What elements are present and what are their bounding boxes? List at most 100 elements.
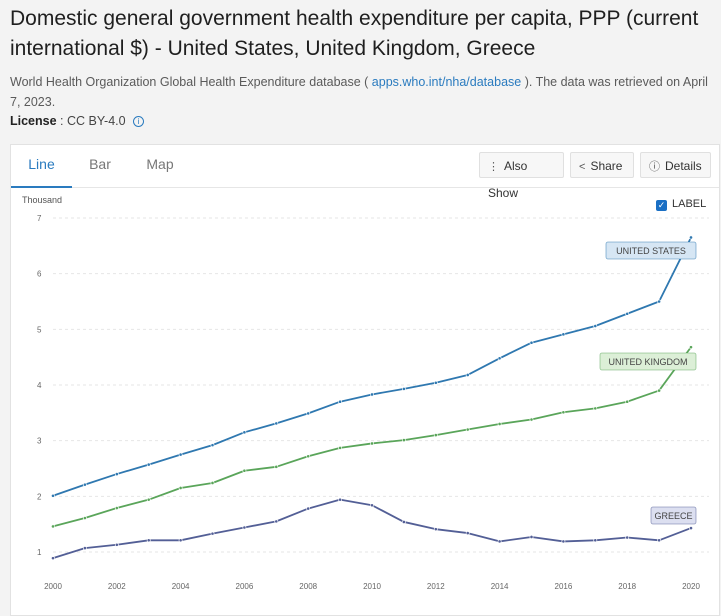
data-point	[465, 373, 470, 377]
share-icon: <	[579, 161, 586, 173]
data-point	[338, 497, 343, 502]
y-tick-label: 1	[37, 548, 42, 557]
data-point	[83, 482, 87, 487]
data-point	[689, 235, 693, 240]
series-label: UNITED STATES	[616, 246, 686, 256]
share-button[interactable]: < Share	[570, 152, 634, 178]
x-tick-label: 2000	[44, 582, 62, 591]
data-point	[210, 443, 215, 448]
data-point	[306, 454, 311, 459]
source-prefix: World Health Organization Global Health …	[10, 75, 369, 89]
data-point	[657, 388, 662, 393]
label-toggle[interactable]: ✓ LABEL	[656, 198, 706, 211]
data-point	[497, 422, 502, 426]
chart-panel: Line Bar Map ⋮ Also Show < Share ⓘ Details …	[10, 144, 720, 616]
data-point	[657, 299, 662, 304]
data-point	[306, 506, 311, 511]
y-tick-label: 4	[37, 381, 42, 390]
data-point	[561, 539, 566, 544]
source-link[interactable]: apps.who.int/nha/database	[371, 75, 522, 89]
data-point	[114, 506, 119, 510]
info-circle-icon: ⓘ	[649, 161, 660, 173]
y-tick-label: 6	[37, 270, 42, 279]
tab-line[interactable]: Line	[11, 145, 72, 188]
license: License : CC BY-4.0 i	[10, 114, 145, 128]
also-show-label: Also Show	[488, 159, 528, 200]
data-point	[242, 468, 247, 473]
data-point	[593, 538, 598, 543]
data-point	[529, 340, 534, 345]
details-button[interactable]: ⓘ Details	[640, 152, 711, 178]
data-point	[146, 462, 151, 467]
data-point	[497, 356, 502, 361]
data-point	[114, 542, 119, 547]
data-point	[370, 392, 374, 397]
data-point	[561, 332, 566, 337]
data-point	[657, 538, 662, 543]
data-point	[370, 503, 374, 508]
data-point	[242, 430, 247, 435]
data-point	[625, 399, 630, 404]
data-point	[465, 531, 470, 535]
license-value: : CC BY-4.0	[60, 114, 126, 128]
data-point	[401, 386, 406, 391]
series-label-box	[650, 506, 697, 525]
data-point	[242, 525, 247, 530]
x-tick-label: 2004	[172, 582, 190, 591]
series-line	[52, 237, 692, 497]
data-point	[497, 539, 502, 544]
y-tick-label: 2	[37, 492, 42, 501]
data-point	[306, 411, 311, 416]
x-tick-label: 2010	[363, 582, 381, 591]
y-tick-label: 7	[37, 214, 42, 223]
data-point	[433, 380, 438, 385]
details-label: Details	[665, 159, 702, 173]
data-point	[146, 538, 151, 543]
info-icon[interactable]: i	[133, 116, 145, 127]
data-point	[274, 519, 279, 524]
data-point	[625, 535, 630, 540]
y-tick-label: 3	[37, 437, 42, 446]
y-axis-unit: Thousand	[22, 195, 63, 205]
data-point	[529, 417, 534, 422]
source-suffix: ). The data was retrieved on April 7, 20…	[10, 75, 708, 109]
x-tick-label: 2018	[618, 582, 636, 591]
checkbox-checked-icon[interactable]: ✓	[656, 200, 667, 211]
chart-tabs: Line Bar Map ⋮ Also Show < Share ⓘ Details	[11, 145, 719, 200]
data-point	[51, 524, 55, 529]
data-point	[433, 433, 438, 438]
more-vertical-icon: ⋮	[488, 161, 499, 173]
data-point	[529, 535, 534, 539]
series-label: UNITED KINGDOM	[608, 357, 687, 367]
x-tick-label: 2016	[555, 582, 573, 591]
x-tick-label: 2014	[491, 582, 509, 591]
data-point	[146, 497, 151, 502]
data-point	[51, 493, 55, 498]
data-point	[274, 464, 279, 469]
data-point	[561, 410, 566, 415]
data-point	[210, 481, 215, 485]
license-label: License	[10, 114, 57, 128]
data-point	[178, 538, 183, 543]
tab-bar[interactable]: Bar	[89, 156, 111, 172]
data-point	[51, 556, 55, 561]
x-tick-label: 2012	[427, 582, 445, 591]
data-point	[689, 526, 693, 530]
also-show-button[interactable]: ⋮ Also Show	[479, 152, 564, 200]
data-point	[370, 441, 374, 446]
data-point	[593, 406, 598, 411]
label-toggle-text: LABEL	[672, 198, 707, 210]
share-label: Share	[590, 159, 623, 173]
data-point	[338, 446, 343, 450]
x-tick-label: 2020	[682, 582, 700, 591]
data-point	[593, 324, 598, 328]
data-point	[625, 311, 630, 316]
series-label-box	[605, 241, 697, 260]
x-tick-label: 2006	[236, 582, 254, 591]
data-point	[83, 516, 87, 520]
data-point	[83, 546, 87, 551]
data-point	[114, 472, 119, 476]
data-point	[338, 399, 343, 404]
tab-map[interactable]: Map	[146, 156, 174, 172]
data-point	[178, 486, 183, 490]
